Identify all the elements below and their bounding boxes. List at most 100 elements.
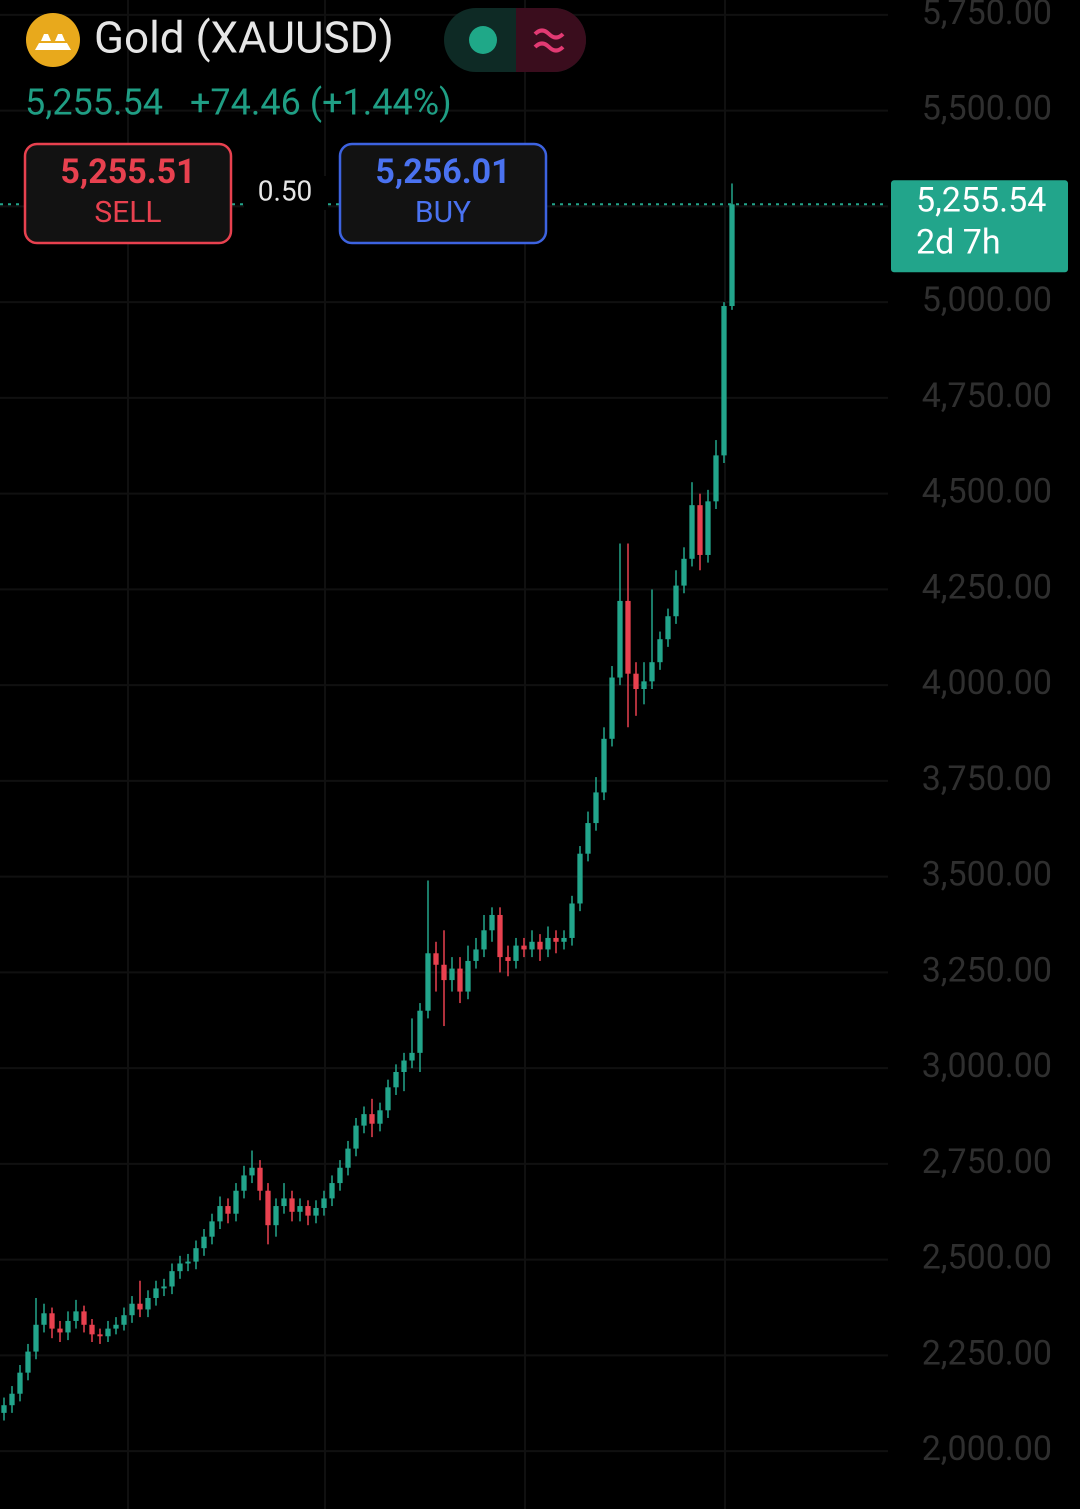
candle-body xyxy=(705,501,711,555)
y-tick-label: 3,000.00 xyxy=(922,1046,1052,1086)
status-toggle-right xyxy=(516,8,586,72)
price-change: +74.46 (+1.44%) xyxy=(190,82,452,124)
candle-body xyxy=(473,949,479,961)
spread-bg xyxy=(244,176,328,210)
y-tick-label: 4,000.00 xyxy=(922,663,1052,703)
candle-body xyxy=(201,1236,207,1249)
market-open-dot xyxy=(469,26,497,54)
candle-body xyxy=(57,1328,63,1333)
candle-body xyxy=(633,673,639,690)
candle-body xyxy=(81,1311,87,1325)
candle-body xyxy=(249,1167,255,1176)
candle-body xyxy=(489,914,495,931)
candle-body xyxy=(185,1261,191,1264)
candle-body xyxy=(481,930,487,950)
candle-body xyxy=(561,937,567,942)
gold-icon-bars xyxy=(35,34,71,50)
sell-price: 5,255.51 xyxy=(60,152,195,192)
current-price: 5,255.54 xyxy=(25,82,163,124)
candle-body xyxy=(225,1206,231,1214)
candle-body xyxy=(673,585,679,617)
trade-panel: 5,255.51 SELL 0.50 5,256.01 BUY xyxy=(23,142,548,245)
y-tick-label: 5,000.00 xyxy=(922,280,1052,320)
candle-body xyxy=(337,1167,343,1184)
candle-body xyxy=(281,1198,287,1207)
candle-body xyxy=(433,953,439,965)
candle-body xyxy=(665,616,671,640)
y-tick-label: 5,750.00 xyxy=(922,0,1052,33)
candle-body xyxy=(545,937,551,950)
y-tick-label: 4,500.00 xyxy=(922,472,1052,512)
candle-body xyxy=(289,1198,295,1212)
candle-body xyxy=(505,957,511,961)
buy-button[interactable] xyxy=(338,142,548,245)
candle-body xyxy=(409,1052,415,1061)
candle-body xyxy=(265,1190,271,1226)
candle-body xyxy=(137,1303,143,1310)
y-tick-label: 5,500.00 xyxy=(922,89,1052,129)
candle-body xyxy=(121,1315,127,1325)
candle-body xyxy=(97,1334,103,1337)
candle-body xyxy=(41,1313,47,1325)
symbol-title: Gold (XAUUSD) xyxy=(94,12,394,64)
candle-body xyxy=(129,1303,135,1316)
candle-body xyxy=(17,1372,23,1394)
candle-body xyxy=(497,914,503,958)
candle-body xyxy=(313,1207,319,1216)
candle-body xyxy=(593,792,599,824)
candle-body xyxy=(369,1114,375,1124)
candle-body xyxy=(89,1324,95,1335)
candle-body xyxy=(721,306,727,456)
candle-body xyxy=(161,1286,167,1289)
candle-body xyxy=(681,558,687,586)
candle-body xyxy=(145,1297,151,1310)
candle-body xyxy=(169,1271,175,1287)
candle-body xyxy=(649,662,655,682)
candle-body xyxy=(553,937,559,942)
buy-label: BUY xyxy=(415,195,471,230)
candle-body xyxy=(353,1125,359,1149)
candle-body xyxy=(441,964,447,981)
candle-body xyxy=(257,1167,263,1191)
candle-body xyxy=(105,1328,111,1337)
candle-body xyxy=(361,1114,367,1126)
candles xyxy=(1,183,735,1421)
candle-body xyxy=(601,738,607,793)
sell-button[interactable] xyxy=(23,142,233,245)
candle-body xyxy=(153,1288,159,1298)
candle-body xyxy=(9,1393,15,1406)
y-tick-label: 4,750.00 xyxy=(922,376,1052,416)
y-tick-label: 2,750.00 xyxy=(922,1142,1052,1182)
candle-body xyxy=(377,1110,383,1124)
candle-body xyxy=(617,600,623,678)
candle-body xyxy=(641,681,647,690)
candle-body xyxy=(65,1320,71,1333)
candle-body xyxy=(329,1183,335,1199)
last-price-label: 5,255.54 xyxy=(916,180,1046,220)
candle-body xyxy=(33,1324,39,1352)
last-price-box xyxy=(891,180,1068,273)
gold-icon xyxy=(26,13,80,67)
candle-body xyxy=(713,455,719,502)
y-tick-label: 2,250.00 xyxy=(922,1333,1052,1373)
candle-body xyxy=(657,639,663,663)
countdown: 2d 7h xyxy=(916,222,1001,262)
candle-body xyxy=(609,677,615,739)
wave-icon xyxy=(533,28,565,53)
candle-body xyxy=(569,903,575,938)
candle-body xyxy=(729,204,735,307)
candle-body xyxy=(393,1072,399,1088)
candle-body xyxy=(385,1087,391,1111)
candle-body xyxy=(25,1351,31,1373)
candle-body xyxy=(273,1206,279,1226)
candle-body xyxy=(401,1060,407,1073)
candle-body xyxy=(449,968,455,981)
candle-body xyxy=(217,1206,223,1222)
candle-body xyxy=(585,823,591,854)
candle-body xyxy=(537,941,543,950)
candle-body xyxy=(529,941,535,950)
y-tick-label: 3,750.00 xyxy=(922,759,1052,799)
candle-body xyxy=(577,853,583,904)
candle-body xyxy=(689,505,695,559)
